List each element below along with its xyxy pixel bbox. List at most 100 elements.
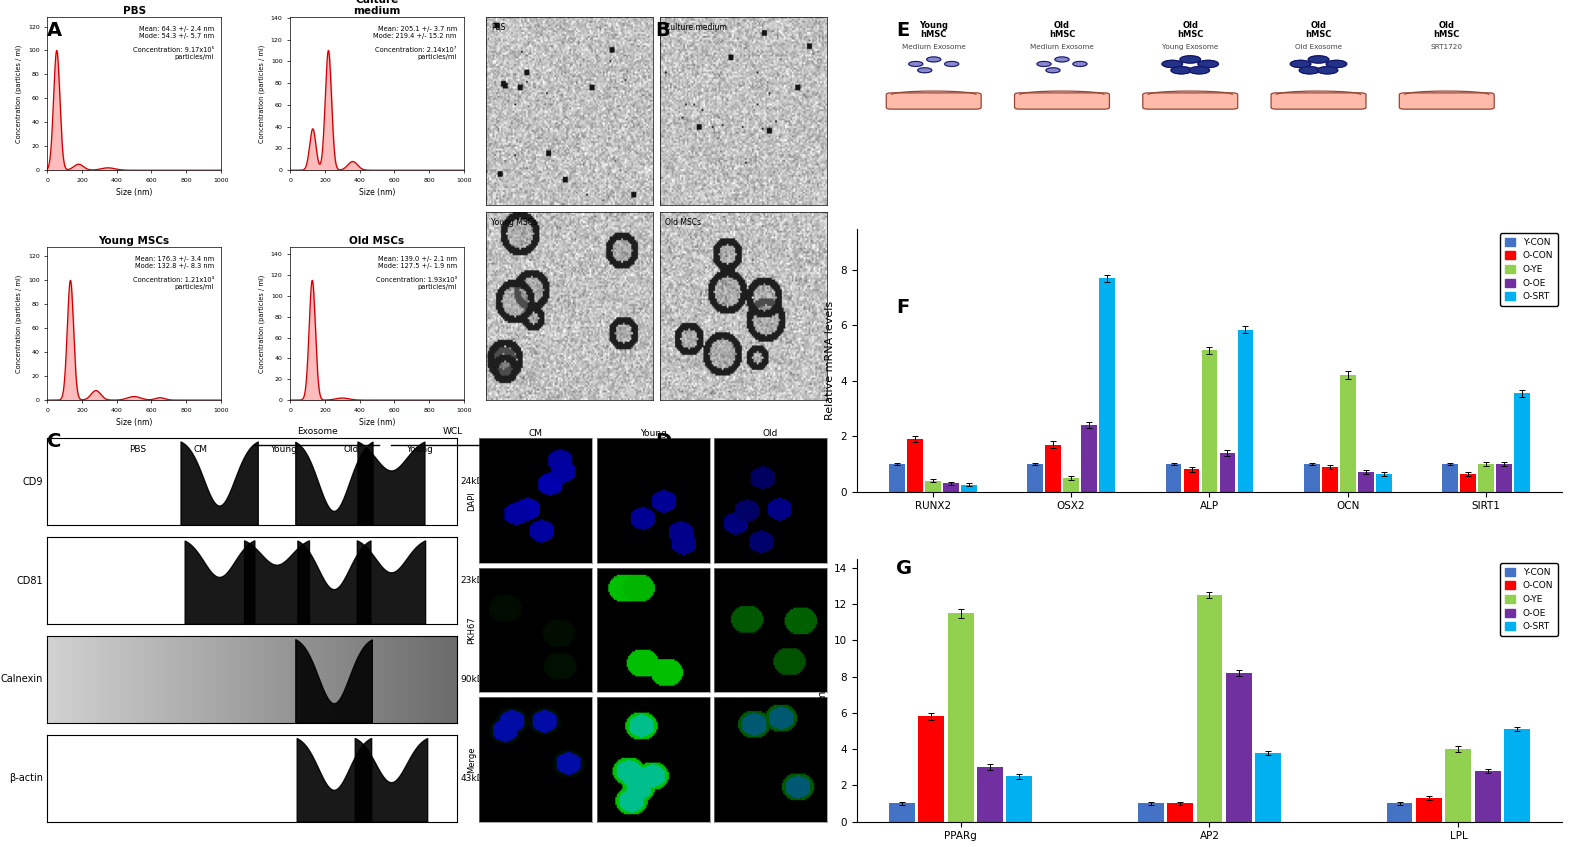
Bar — [977, 767, 1004, 822]
Bar — [925, 480, 940, 491]
Text: CM: CM — [194, 445, 207, 454]
Text: hMSC: hMSC — [1305, 30, 1332, 39]
Bar — [1496, 464, 1512, 491]
Text: Medium Exosome: Medium Exosome — [1030, 44, 1094, 50]
Y-axis label: Concentration (particles / ml): Concentration (particles / ml) — [259, 44, 265, 143]
Text: Mean: 64.3 +/- 2.4 nm
Mode: 54.3 +/- 5.7 nm

Concentration: 9.17x10⁵
particles/m: Mean: 64.3 +/- 2.4 nm Mode: 54.3 +/- 5.7… — [133, 26, 215, 60]
Bar — [1340, 375, 1356, 491]
Text: PBS: PBS — [129, 445, 145, 454]
Bar — [1081, 425, 1097, 491]
Bar — [942, 484, 958, 491]
Bar — [961, 484, 977, 491]
Y-axis label: Concentration (particles / ml): Concentration (particles / ml) — [16, 44, 22, 143]
Y-axis label: Merge: Merge — [467, 746, 477, 772]
Bar — [1387, 804, 1412, 822]
Bar — [1100, 279, 1116, 491]
Y-axis label: PKH67: PKH67 — [467, 616, 477, 644]
Text: 43kDa: 43kDa — [461, 774, 489, 783]
FancyBboxPatch shape — [1142, 93, 1237, 109]
Bar — [1415, 798, 1442, 822]
FancyBboxPatch shape — [887, 93, 982, 109]
Circle shape — [1056, 57, 1068, 62]
Text: Old: Old — [344, 445, 358, 454]
Text: Young Exosome: Young Exosome — [1161, 44, 1218, 50]
Text: WCL: WCL — [443, 427, 464, 436]
Bar — [1064, 478, 1079, 491]
Bar — [1256, 753, 1281, 822]
Bar — [1138, 804, 1163, 822]
Title: PBS: PBS — [123, 6, 145, 16]
Title: Young MSCs: Young MSCs — [98, 236, 170, 246]
Bar — [1442, 464, 1458, 491]
X-axis label: Size (nm): Size (nm) — [358, 188, 394, 197]
Text: C: C — [47, 432, 62, 451]
Text: Medium Exosome: Medium Exosome — [901, 44, 966, 50]
Text: Old: Old — [1054, 21, 1070, 30]
Bar — [1475, 771, 1501, 822]
Circle shape — [1171, 67, 1191, 74]
Text: A: A — [47, 21, 63, 40]
Bar — [1168, 804, 1193, 822]
Bar — [1226, 673, 1251, 822]
Circle shape — [945, 62, 959, 66]
Circle shape — [1291, 60, 1311, 68]
Circle shape — [1188, 67, 1209, 74]
Text: hMSC: hMSC — [1433, 30, 1460, 39]
Text: 23kDa: 23kDa — [461, 576, 489, 585]
Bar — [888, 464, 904, 491]
Text: D: D — [655, 432, 671, 451]
Bar — [1504, 729, 1531, 822]
Bar — [1166, 464, 1182, 491]
Circle shape — [1073, 62, 1087, 66]
X-axis label: Size (nm): Size (nm) — [115, 188, 151, 197]
Y-axis label: Relative mRNA levels: Relative mRNA levels — [825, 301, 835, 419]
Text: Old: Old — [1182, 21, 1198, 30]
Text: Culture medium: Culture medium — [664, 23, 727, 31]
Text: Young MSCs: Young MSCs — [491, 218, 537, 227]
Title: Culture
medium: Culture medium — [353, 0, 401, 16]
Circle shape — [1326, 60, 1346, 68]
Title: Old: Old — [762, 429, 778, 438]
Title: CM: CM — [529, 429, 543, 438]
Text: G: G — [896, 559, 912, 578]
Text: 24kDa: 24kDa — [461, 477, 489, 486]
Circle shape — [918, 68, 931, 73]
FancyBboxPatch shape — [1270, 93, 1367, 109]
Text: PBS: PBS — [491, 23, 507, 31]
Bar — [1201, 351, 1217, 491]
Text: Young: Young — [406, 445, 432, 454]
Text: hMSC: hMSC — [1049, 30, 1075, 39]
Text: E: E — [896, 21, 909, 40]
Circle shape — [1308, 56, 1329, 63]
Text: Old: Old — [1439, 21, 1455, 30]
FancyBboxPatch shape — [1400, 93, 1494, 109]
X-axis label: Size (nm): Size (nm) — [358, 418, 394, 427]
Bar — [888, 804, 915, 822]
Text: Mean: 205.1 +/- 3.7 nm
Mode: 219.4 +/- 15.2 nm

Concentration: 2.14x10⁷
particle: Mean: 205.1 +/- 3.7 nm Mode: 219.4 +/- 1… — [374, 26, 456, 60]
Bar — [1445, 749, 1471, 822]
Text: F: F — [896, 298, 909, 317]
Text: CD9: CD9 — [22, 477, 43, 487]
Circle shape — [909, 62, 923, 66]
Bar — [1184, 469, 1199, 491]
X-axis label: Size (nm): Size (nm) — [115, 418, 151, 427]
Bar — [1220, 453, 1236, 491]
Title: Young: Young — [639, 429, 666, 438]
Bar — [948, 613, 974, 822]
Text: Mean: 176.3 +/- 3.4 nm
Mode: 132.8 +/- 8.3 nm

Concentration: 1.21x10³
particles: Mean: 176.3 +/- 3.4 nm Mode: 132.8 +/- 8… — [133, 256, 215, 290]
Bar — [1303, 464, 1319, 491]
Text: Old MSCs: Old MSCs — [664, 218, 701, 227]
FancyBboxPatch shape — [1015, 93, 1109, 109]
Bar — [1322, 467, 1338, 491]
Text: Young: Young — [270, 445, 297, 454]
Legend: Y-CON, O-CON, O-YE, O-OE, O-SRT: Y-CON, O-CON, O-YE, O-OE, O-SRT — [1501, 233, 1557, 306]
Text: CD81: CD81 — [17, 576, 43, 585]
Text: Calnexin: Calnexin — [2, 674, 43, 684]
Circle shape — [1180, 56, 1201, 63]
Text: B: B — [655, 21, 669, 40]
Y-axis label: Relative mRNA levels: Relative mRNA levels — [819, 630, 828, 750]
Text: Mean: 139.0 +/- 2.1 nm
Mode: 127.5 +/- 1.9 nm

Concentration: 1.93x10³
particles: Mean: 139.0 +/- 2.1 nm Mode: 127.5 +/- 1… — [376, 256, 456, 290]
Bar — [1007, 776, 1032, 822]
Bar — [1479, 464, 1494, 491]
Bar — [1376, 473, 1392, 491]
